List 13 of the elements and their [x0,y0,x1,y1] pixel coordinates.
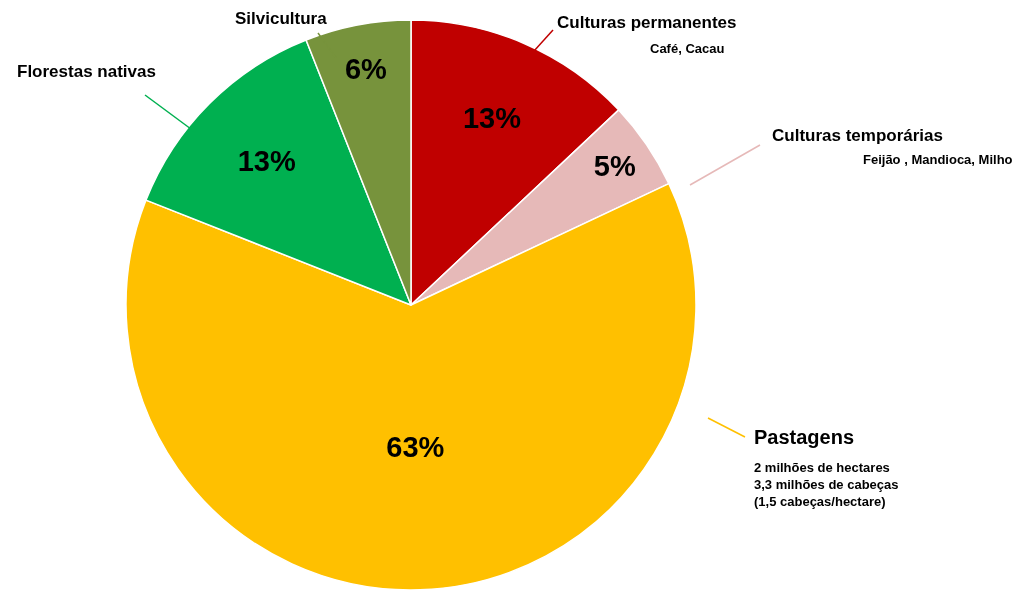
data-label: 6% [344,53,388,86]
slice-label: Culturas permanentes [557,13,737,32]
slice-label: Florestas nativas [17,62,156,81]
data-label: 13% [237,144,296,177]
data-label: 5% [593,150,636,183]
text: 2 milhões de hectares 3,3 milhões de cabeças (1,5 cabeças/hectare) [754,460,899,509]
text: Café, Cacau [650,41,725,56]
slice-label: Pastagens [754,426,855,448]
data-label: 63% [386,431,445,464]
slice-label: Culturas temporárias [772,126,943,145]
slice-label: Silvicultura [235,9,328,28]
data-label: 13% [462,101,522,134]
text: Feijão , Mandioca, Milho [863,152,1013,167]
